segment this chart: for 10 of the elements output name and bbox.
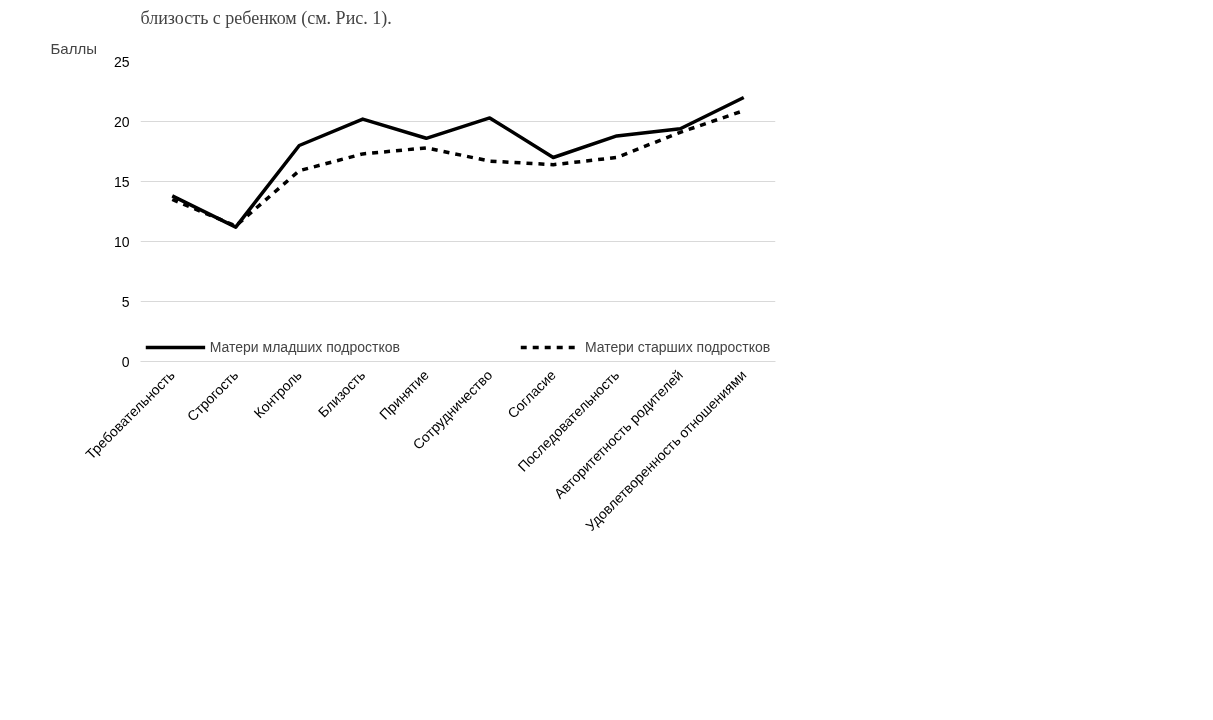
legend-label: Матери младших подростков [209,339,400,355]
y-tick-label: 20 [113,113,130,130]
y-tick-label: 15 [113,173,130,190]
legend-label: Матери старших подростков [584,339,771,355]
y-tick-label: 10 [113,233,130,250]
y-tick-label: 25 [113,53,130,70]
y-axis-title: Баллы [50,39,97,57]
y-tick-label: 0 [121,353,130,370]
text: близость с ребенком (см. Рис. 1). [140,7,392,29]
y-tick-label: 5 [121,293,130,310]
